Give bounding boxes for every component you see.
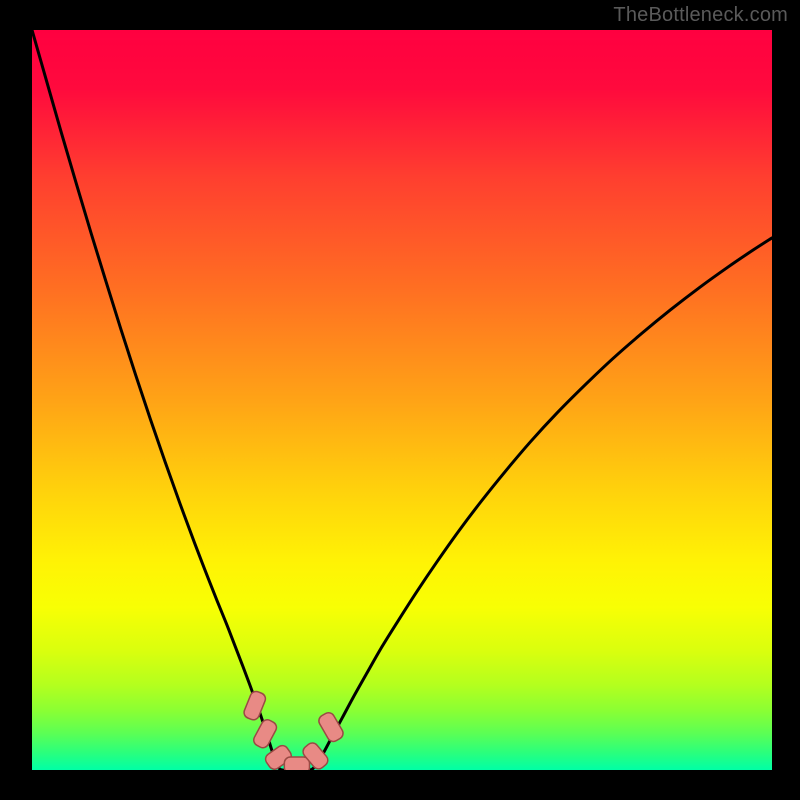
watermark-text: TheBottleneck.com: [613, 4, 788, 27]
marker-3: [284, 757, 309, 770]
plot-svg: [32, 30, 772, 770]
plot-area: [32, 30, 772, 770]
figure: TheBottleneck.com: [0, 0, 800, 800]
